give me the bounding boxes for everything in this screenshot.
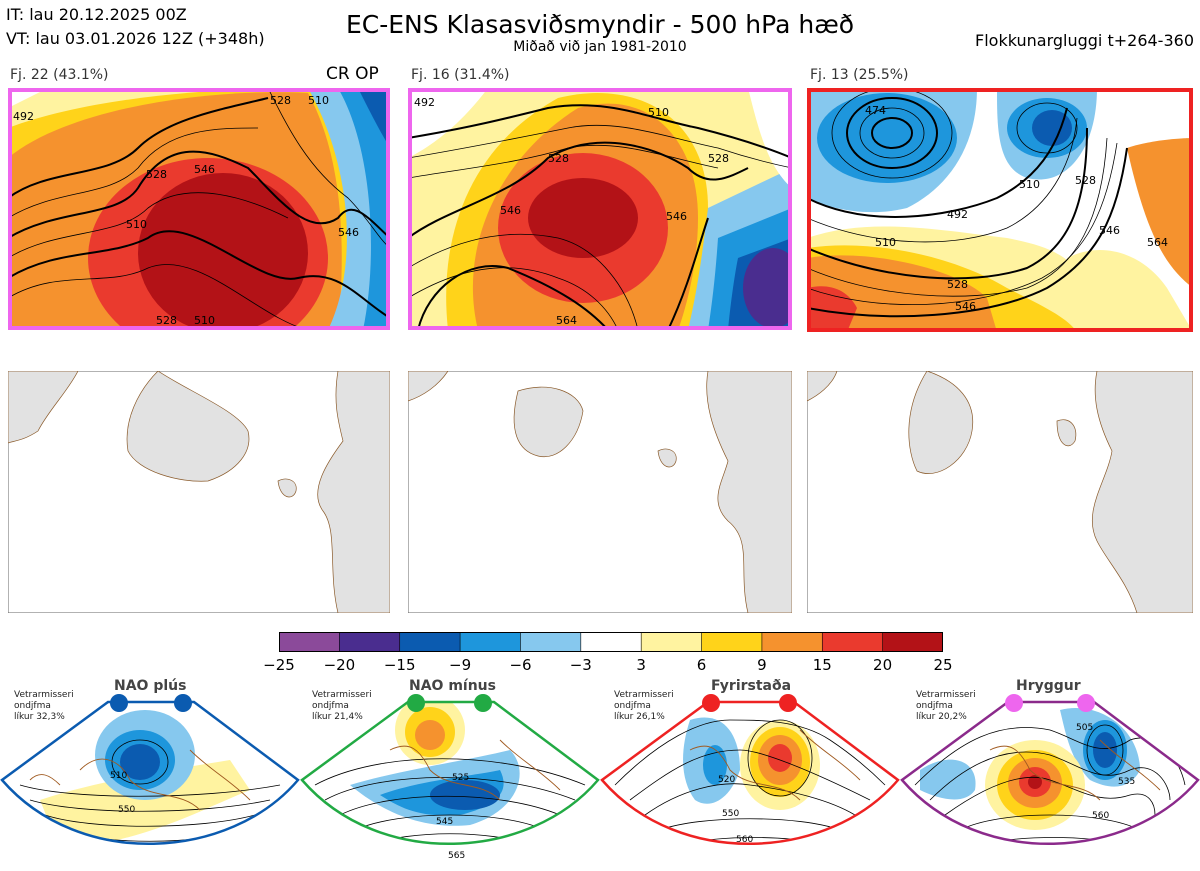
empty-map-3 xyxy=(807,371,1193,613)
colorbar-tick-label: −6 xyxy=(509,656,532,674)
regime-4-name: Hryggur xyxy=(1016,678,1081,694)
colorbar-tick-label: 6 xyxy=(696,656,707,674)
contour-label: 510 xyxy=(1019,178,1040,191)
colorbar-swatch xyxy=(459,632,522,652)
colorbar-tick-label: −9 xyxy=(449,656,472,674)
initial-time: IT: lau 20.12.2025 00Z xyxy=(6,5,187,24)
colorbar-swatch xyxy=(339,632,401,652)
contour-label: 528 xyxy=(146,168,167,181)
empty-map-2 xyxy=(408,371,792,613)
contour-label: 565 xyxy=(448,851,465,861)
contour-label: 528 xyxy=(1075,174,1096,187)
contour-label: 560 xyxy=(1092,811,1109,821)
colorbar-swatch xyxy=(701,632,763,652)
contour-label: 510 xyxy=(648,106,669,119)
regime-2-map: 525 545 565 xyxy=(300,694,600,861)
contour-label: 528 xyxy=(947,278,968,291)
contour-label: 546 xyxy=(666,210,687,223)
contour-label: 564 xyxy=(1147,236,1168,249)
contour-label: 546 xyxy=(500,204,521,217)
valid-time: VT: lau 03.01.2026 12Z (+348h) xyxy=(6,29,265,48)
colorbar-tick-label: −15 xyxy=(383,656,416,674)
colorbar-swatch xyxy=(279,632,341,652)
contour-label: 510 xyxy=(194,314,215,327)
colorbar-tick-label: 15 xyxy=(812,656,832,674)
empty-map-1 xyxy=(8,371,390,613)
colorbar-tick-label: 9 xyxy=(757,656,767,674)
contour-label: 550 xyxy=(118,805,135,815)
contour-label: 492 xyxy=(414,96,435,109)
contour-label: 510 xyxy=(875,236,896,249)
regime-2-name: NAO mínus xyxy=(409,678,496,694)
contour-label: 505 xyxy=(1076,723,1093,733)
contour-label: 564 xyxy=(556,314,577,327)
regime-1-map: 510 550 xyxy=(0,694,300,845)
page-title: EC-ENS Klasasviðsmyndir - 500 hPa hæð xyxy=(345,10,855,39)
contour-label: 546 xyxy=(338,226,359,239)
colorbar-swatch xyxy=(882,632,943,652)
colorbar-swatch xyxy=(399,632,461,652)
colorbar-swatch xyxy=(821,632,884,652)
cluster-2-map: 510 528 546 546 528 564 492 xyxy=(408,88,792,330)
contour-label: 535 xyxy=(1118,777,1135,787)
colorbar-tick-label: 20 xyxy=(873,656,893,674)
regime-3-info: Vetrarmisseri ondjfma líkur 26,1% xyxy=(614,690,674,722)
contour-label: 528 xyxy=(708,152,729,165)
contour-label: 545 xyxy=(436,817,453,827)
contour-label: 492 xyxy=(13,110,34,123)
climatology-subtitle: Miðað við jan 1981-2010 xyxy=(513,39,687,55)
colorbar-swatch xyxy=(640,632,703,652)
contour-label: 546 xyxy=(194,163,215,176)
regime-4-info: Vetrarmisseri ondjfma líkur 20,2% xyxy=(916,690,976,722)
regime-1-name: NAO plús xyxy=(114,678,187,694)
colorbar-tick-label: −25 xyxy=(263,656,295,674)
cluster-1-map: 492 528 546 510 546 528 510 528 510 xyxy=(8,88,390,330)
contour-label: 560 xyxy=(736,835,753,845)
contour-label: 546 xyxy=(1099,224,1120,237)
clustering-window: Flokkunargluggi t+264-360 xyxy=(975,31,1194,50)
colorbar-swatch xyxy=(761,632,824,652)
cluster-1-tag: CR OP xyxy=(326,64,379,84)
contour-label: 528 xyxy=(548,152,569,165)
contour-label: 528 xyxy=(270,94,291,107)
contour-label: 510 xyxy=(308,94,329,107)
contour-label: 528 xyxy=(156,314,177,327)
colorbar-tick-label: 3 xyxy=(636,656,646,674)
contour-label: 510 xyxy=(110,771,127,781)
colorbar-swatch xyxy=(580,632,642,652)
regime-3-map: 520 550 560 xyxy=(600,694,900,845)
colorbar-swatch xyxy=(520,632,582,652)
colorbar-tick-label: 25 xyxy=(933,656,953,674)
contour-label: 546 xyxy=(955,300,976,313)
regime-4-map: 505 535 560 xyxy=(900,694,1200,845)
regime-2-info: Vetrarmisseri ondjfma líkur 21,4% xyxy=(312,690,372,722)
cluster-3-map: 474 492 510 528 546 528 510 546 564 xyxy=(807,88,1193,332)
cluster-2-label: Fj. 16 (31.4%) xyxy=(411,67,510,83)
colorbar-tick-label: −20 xyxy=(323,656,356,674)
contour-label: 520 xyxy=(718,775,735,785)
contour-label: 474 xyxy=(865,104,886,117)
colorbar xyxy=(279,632,943,652)
contour-label: 492 xyxy=(947,208,968,221)
colorbar-tick-label: −3 xyxy=(569,656,592,674)
cluster-1-label: Fj. 22 (43.1%) xyxy=(10,67,109,83)
contour-label: 550 xyxy=(722,809,739,819)
regime-3-name: Fyrirstaða xyxy=(711,678,792,694)
cluster-3-label: Fj. 13 (25.5%) xyxy=(810,67,909,83)
contour-label: 510 xyxy=(126,218,147,231)
regime-1-info: Vetrarmisseri ondjfma líkur 32,3% xyxy=(14,690,74,722)
contour-label: 525 xyxy=(452,773,469,783)
